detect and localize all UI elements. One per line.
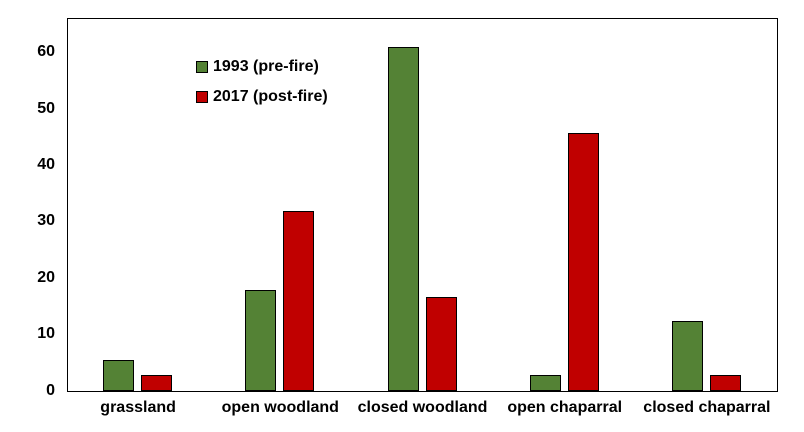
y-axis-tick-label: 40 [37,155,55,173]
bar-1993-grassland [103,360,135,391]
bar-1993-open-chaparral [529,375,561,391]
legend: 1993 (pre-fire) 2017 (post-fire) [196,52,328,112]
bar-2017-grassland [141,375,173,391]
legend-swatch-icon [196,91,208,103]
bar-2017-closed-chaparral [709,375,741,391]
x-axis-label-open-chaparral: open chaparral [507,399,623,416]
legend-item-2017: 2017 (post-fire) [196,82,328,112]
legend-label: 1993 (pre-fire) [213,58,319,75]
x-axis-label-grassland: grassland [100,399,176,416]
bar-1993-open-woodland [245,289,277,391]
y-axis-tick-label: 50 [37,99,55,117]
y-axis-tick-label: 0 [46,381,55,399]
x-axis-label-closed-chaparral: closed chaparral [643,399,771,416]
bar-1993-closed-chaparral [671,320,703,391]
y-axis-tick-label: 10 [37,325,55,343]
y-axis-tick-label: 60 [37,43,55,61]
y-axis-tick-label: 30 [37,212,55,230]
legend-item-1993: 1993 (pre-fire) [196,52,328,82]
x-axis-label-closed-woodland: closed woodland [357,399,488,416]
bar-2017-open-woodland [283,210,315,391]
bar-2017-closed-woodland [425,297,457,391]
plot-area: 1993 (pre-fire) 2017 (post-fire) [67,18,778,392]
y-axis-tick-label: 20 [37,268,55,286]
bar-2017-open-chaparral [567,132,599,391]
x-axis-label-open-woodland: open woodland [221,399,339,416]
legend-label: 2017 (post-fire) [213,88,328,105]
legend-swatch-icon [196,61,208,73]
bar-1993-closed-woodland [387,47,419,391]
